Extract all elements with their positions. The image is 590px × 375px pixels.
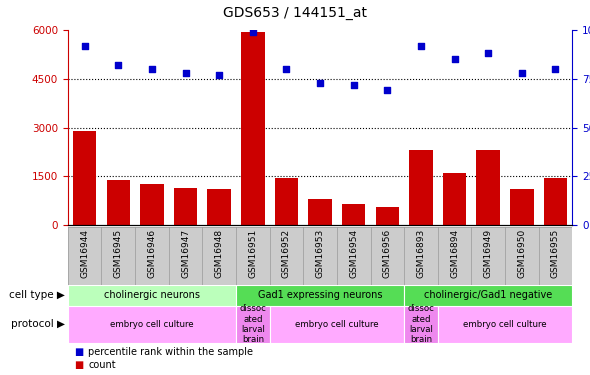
Text: ■: ■	[74, 360, 83, 370]
Bar	[270, 306, 404, 343]
Point	[215, 72, 224, 78]
Point	[80, 43, 90, 49]
Bar	[342, 204, 365, 225]
Bar	[404, 306, 438, 343]
Text: cell type ▶: cell type ▶	[9, 290, 65, 300]
Text: GSM16950: GSM16950	[517, 229, 526, 278]
Bar	[477, 150, 500, 225]
Text: GSM16946: GSM16946	[148, 229, 156, 278]
Text: ■: ■	[74, 347, 83, 357]
Point	[349, 82, 358, 88]
Bar	[236, 306, 270, 343]
Text: GSM16953: GSM16953	[316, 229, 325, 278]
Text: Gad1 expressing neurons: Gad1 expressing neurons	[258, 290, 382, 300]
Text: GSM16949: GSM16949	[484, 229, 493, 278]
Text: GSM16945: GSM16945	[114, 229, 123, 278]
Bar	[544, 178, 567, 225]
Bar	[140, 184, 163, 225]
Point	[282, 66, 291, 72]
Bar	[309, 199, 332, 225]
Point	[113, 62, 123, 68]
Point	[416, 43, 425, 49]
Text: cholinergic/Gad1 negative: cholinergic/Gad1 negative	[424, 290, 552, 300]
Text: GDS653 / 144151_at: GDS653 / 144151_at	[223, 6, 367, 20]
Point	[517, 70, 526, 76]
Text: GSM16956: GSM16956	[383, 229, 392, 278]
Text: GSM16947: GSM16947	[181, 229, 190, 278]
Bar	[68, 285, 236, 306]
Point	[382, 87, 392, 93]
Bar	[236, 285, 404, 306]
Point	[483, 50, 493, 56]
Bar	[174, 188, 197, 225]
Bar	[68, 306, 236, 343]
Point	[450, 56, 459, 62]
Text: GSM16955: GSM16955	[551, 229, 560, 278]
Bar	[438, 306, 572, 343]
Bar	[241, 32, 264, 225]
Bar	[404, 285, 572, 306]
Text: GSM16948: GSM16948	[215, 229, 224, 278]
Text: GSM16954: GSM16954	[349, 229, 358, 278]
Text: dissoc
ated
larval
brain: dissoc ated larval brain	[240, 304, 266, 345]
Text: count: count	[88, 360, 116, 370]
Text: GSM16944: GSM16944	[80, 229, 89, 278]
Bar	[443, 173, 466, 225]
Bar	[510, 189, 533, 225]
Point	[181, 70, 190, 76]
Text: cholinergic neurons: cholinergic neurons	[104, 290, 200, 300]
Bar	[376, 207, 399, 225]
Text: protocol ▶: protocol ▶	[11, 320, 65, 329]
Point	[315, 80, 324, 86]
Text: percentile rank within the sample: percentile rank within the sample	[88, 347, 254, 357]
Bar	[73, 131, 96, 225]
Text: GSM16951: GSM16951	[248, 229, 257, 278]
Text: embryo cell culture: embryo cell culture	[295, 320, 379, 329]
Text: GSM16893: GSM16893	[417, 229, 425, 278]
Text: GSM16952: GSM16952	[282, 229, 291, 278]
Point	[248, 29, 257, 35]
Text: dissoc
ated
larval
brain: dissoc ated larval brain	[408, 304, 434, 345]
Bar	[107, 180, 130, 225]
Text: embryo cell culture: embryo cell culture	[110, 320, 194, 329]
Bar	[208, 189, 231, 225]
Point	[550, 66, 560, 72]
Bar	[409, 150, 432, 225]
Point	[148, 66, 157, 72]
Text: embryo cell culture: embryo cell culture	[463, 320, 547, 329]
Bar	[275, 178, 298, 225]
Text: GSM16894: GSM16894	[450, 229, 459, 278]
